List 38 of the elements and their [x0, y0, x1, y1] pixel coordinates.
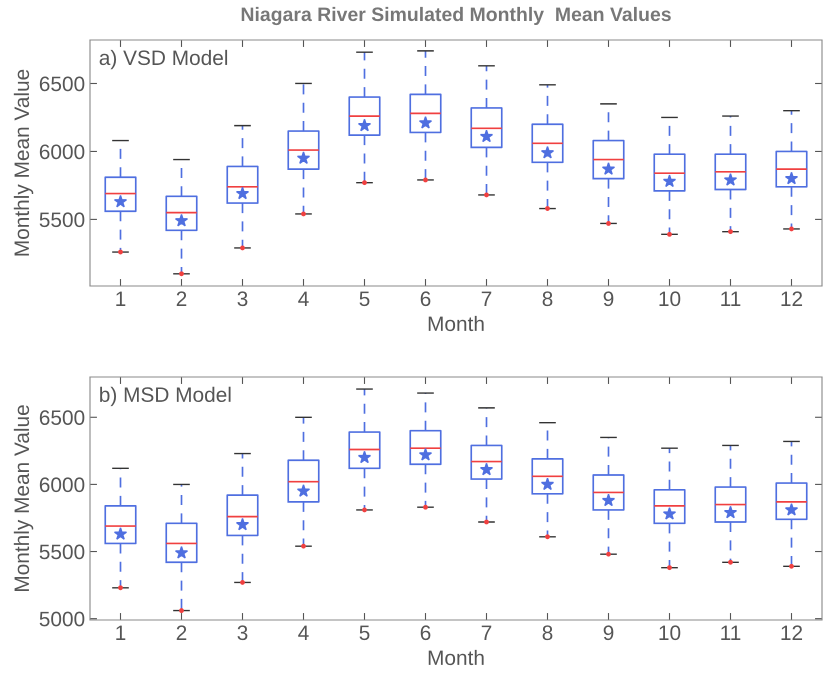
x-tick-label: 3: [238, 625, 248, 640]
y-axis-title: Monthly Mean Value: [14, 70, 34, 256]
x-tick-label: 6: [420, 291, 430, 306]
x-tick-label: 11: [721, 626, 740, 640]
x-tick-label: 3: [238, 291, 248, 306]
x-tick-label: 4: [298, 292, 309, 306]
x-tick-label: 7: [482, 626, 492, 640]
x-tick-label: 5: [360, 292, 370, 306]
annotation: a) VSD Model: [100, 50, 228, 70]
x-tick-label: 9: [604, 625, 614, 640]
x-tick-label: 4: [298, 626, 309, 640]
x-tick-label: 12: [782, 291, 802, 306]
x-tick-label: 8: [542, 625, 552, 640]
x-tick-label: 5: [360, 626, 370, 640]
x-axis-title: Month: [428, 316, 484, 332]
x-tick-label: 2: [176, 625, 186, 640]
y-tick-label: 5000: [40, 612, 84, 626]
x-tick-label: 12: [782, 625, 802, 640]
y-tick-label: 5500: [40, 544, 84, 560]
y-tick-label: 6500: [40, 410, 84, 426]
x-tick-label: 6: [420, 625, 430, 640]
y-tick-label: 6500: [40, 76, 84, 92]
annotation: b) MSD Model: [100, 386, 231, 406]
x-tick-label: 9: [604, 291, 614, 306]
y-tick-label: 5500: [40, 212, 84, 228]
x-tick-label: 8: [542, 291, 552, 306]
x-tick-label: 10: [660, 625, 680, 640]
y-tick-label: 6000: [40, 144, 84, 160]
x-tick-label: 1: [116, 626, 126, 640]
y-tick-label: 6000: [40, 477, 84, 492]
x-tick-label: 11: [721, 292, 740, 306]
y-axis-title: Monthly Mean Value: [14, 405, 34, 591]
x-tick-label: 7: [482, 292, 492, 306]
x-tick-label: 10: [660, 291, 680, 306]
x-axis-title: Month: [428, 650, 484, 666]
x-tick-label: 2: [176, 291, 186, 306]
chart-title: Niagara River Simulated Monthly Mean Values: [242, 6, 671, 26]
x-tick-label: 1: [116, 292, 126, 306]
